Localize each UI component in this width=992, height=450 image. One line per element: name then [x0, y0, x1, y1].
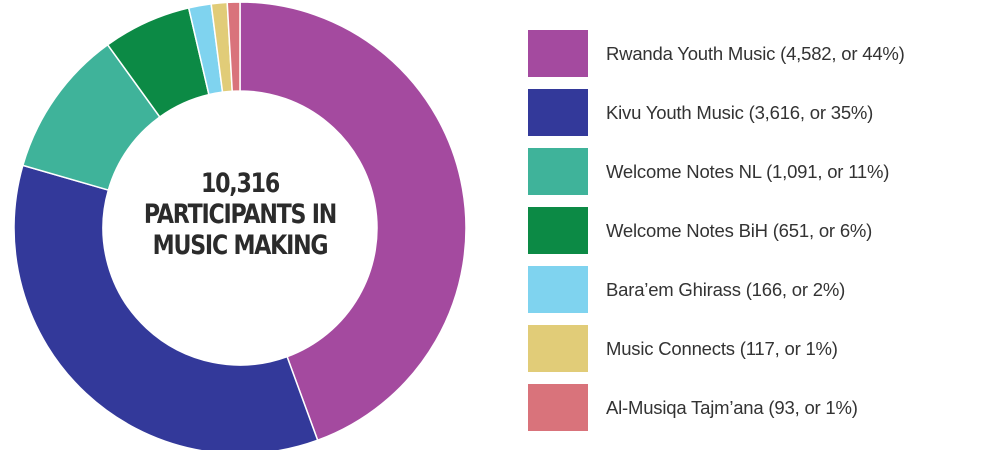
- legend-item: Welcome Notes BiH (651, or 6%): [528, 207, 988, 254]
- donut-slice: [13, 164, 319, 450]
- legend-item: Bara’em Ghirass (166, or 2%): [528, 266, 988, 313]
- legend-label: Kivu Youth Music (3,616, or 35%): [606, 101, 874, 123]
- legend-item: Welcome Notes NL (1,091, or 11%): [528, 148, 988, 195]
- legend-label: Welcome Notes NL (1,091, or 11%): [606, 160, 890, 182]
- legend-label: Bara’em Ghirass (166, or 2%): [606, 278, 846, 300]
- legend-swatch: [528, 148, 588, 195]
- center-label-line: PARTICIPANTS IN: [143, 199, 337, 230]
- legend-swatch: [528, 207, 588, 254]
- legend-swatch: [528, 30, 588, 77]
- legend-item: Music Connects (117, or 1%): [528, 325, 988, 372]
- donut-chart: [13, 1, 467, 450]
- center-label-line: MUSIC MAKING: [152, 230, 329, 261]
- legend-label: Rwanda Youth Music (4,582, or 44%): [606, 42, 905, 64]
- legend-label: Al-Musiqa Tajm’ana (93, or 1%): [606, 396, 858, 418]
- legend-item: Al-Musiqa Tajm’ana (93, or 1%): [528, 384, 988, 431]
- donut-slice: [226, 1, 241, 93]
- legend-swatch: [528, 384, 588, 431]
- legend-item: Kivu Youth Music (3,616, or 35%): [528, 89, 988, 136]
- legend-label: Music Connects (117, or 1%): [606, 337, 838, 359]
- legend-item: Rwanda Youth Music (4,582, or 44%): [528, 30, 988, 77]
- center-label: 10,316 PARTICIPANTS IN MUSIC MAKING: [125, 168, 355, 261]
- donut-slice: [239, 1, 467, 442]
- legend-label: Welcome Notes BiH (651, or 6%): [606, 219, 873, 241]
- legend-swatch: [528, 266, 588, 313]
- center-label-line: 10,316: [200, 168, 280, 199]
- legend-swatch: [528, 325, 588, 372]
- legend: Rwanda Youth Music (4,582, or 44%) Kivu …: [528, 30, 988, 443]
- legend-swatch: [528, 89, 588, 136]
